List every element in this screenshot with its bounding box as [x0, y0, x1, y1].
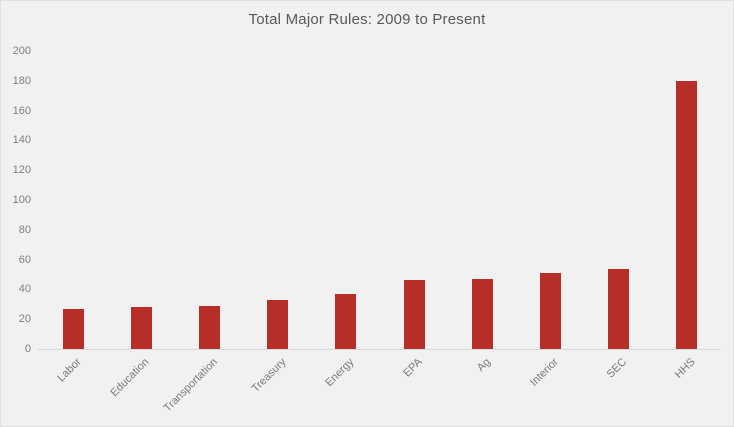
x-tick-label-treasury: Treasury [249, 356, 289, 395]
y-tick-label: 140 [12, 134, 31, 147]
x-tick-label-transportation: Transportation [161, 356, 220, 415]
bar-sec [608, 269, 629, 349]
bar-treasury [267, 300, 288, 349]
bar-transportation [199, 306, 220, 349]
y-tick-label: 60 [18, 253, 31, 266]
y-tick-label: 0 [24, 343, 31, 355]
x-tick-label-epa: EPA [401, 356, 425, 380]
bar-interior [540, 273, 561, 349]
x-tick-label-labor: Labor [55, 356, 84, 385]
y-tick-label: 160 [12, 104, 31, 117]
bar-hhs [676, 81, 697, 349]
bar-energy [335, 294, 356, 349]
x-tick-label-ag: Ag [474, 356, 493, 375]
x-axis-line [38, 349, 721, 350]
x-tick-label-energy: Energy [323, 356, 357, 390]
bar-education [131, 307, 152, 349]
chart-title: Total Major Rules: 2009 to Present [248, 11, 486, 28]
x-tick-label-hhs: HHS [672, 356, 698, 381]
x-tick-label-interior: Interior [528, 356, 561, 389]
y-tick-label: 180 [12, 74, 31, 87]
x-tick-label-sec: SEC [604, 356, 630, 381]
y-tick-label: 120 [12, 164, 31, 177]
x-tick-label-education: Education [108, 356, 152, 400]
bar-ag [472, 279, 493, 349]
y-tick-label: 40 [18, 283, 31, 296]
bar-labor [63, 309, 84, 349]
y-tick-label: 80 [18, 223, 31, 236]
y-tick-label: 100 [12, 194, 31, 206]
y-tick-label: 200 [12, 45, 31, 57]
bar-epa [404, 280, 425, 349]
y-tick-label: 20 [18, 313, 31, 326]
